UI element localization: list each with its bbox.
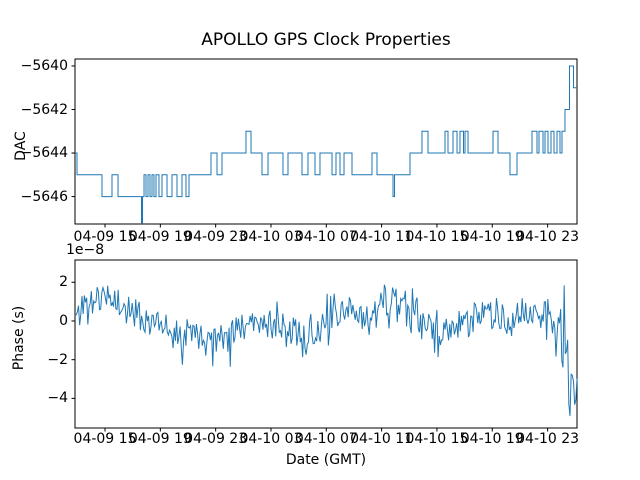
x-tick-label: 04-09 23 (184, 229, 248, 245)
dac-step-line (75, 65, 577, 224)
y-tick-label: −5646 (20, 188, 68, 205)
x-tick-label: 04-10 07 (294, 431, 358, 447)
x-tick-label: 04-10 15 (405, 229, 469, 245)
x-tick-label: 04-10 19 (460, 229, 524, 245)
x-tick-label: 04-09 23 (184, 431, 248, 447)
y-tick-label: −5644 (20, 145, 68, 162)
y-tick-label: 2 (59, 274, 68, 291)
y-tick-label: −5640 (20, 57, 68, 74)
x-tick-label: 04-10 19 (460, 431, 524, 447)
y-tick-label: −2 (47, 351, 68, 368)
x-tick-label: 04-09 19 (128, 431, 192, 447)
x-tick-label: 04-10 23 (516, 431, 580, 447)
x-tick-label: 04-10 15 (405, 431, 469, 447)
y-tick-label: 0 (59, 312, 68, 329)
y-tick-label: −5642 (20, 101, 68, 118)
date-axis-label: Date (GMT) (285, 452, 367, 468)
top-axes-spine (74, 58, 578, 225)
x-tick-label: 04-09 19 (128, 229, 192, 245)
phase-axis-label: Phase (s) (11, 305, 27, 371)
y-axis-offset-text: 1e−8 (66, 242, 105, 258)
x-tick-label: 04-10 11 (350, 431, 414, 447)
chart-title: APOLLO GPS Clock Properties (201, 30, 451, 50)
y-tick-label: −4 (47, 390, 68, 407)
x-tick-label: 04-10 23 (516, 229, 580, 245)
x-tick-label: 04-09 15 (73, 229, 137, 245)
x-tick-label: 04-10 07 (294, 229, 358, 245)
x-tick-label: 04-10 03 (239, 431, 303, 447)
x-tick-label: 04-10 11 (350, 229, 414, 245)
x-tick-label: 04-09 15 (73, 431, 137, 447)
x-tick-label: 04-10 03 (239, 229, 303, 245)
bottom-axes-spine (74, 259, 578, 429)
phase-noise-line (74, 284, 578, 417)
